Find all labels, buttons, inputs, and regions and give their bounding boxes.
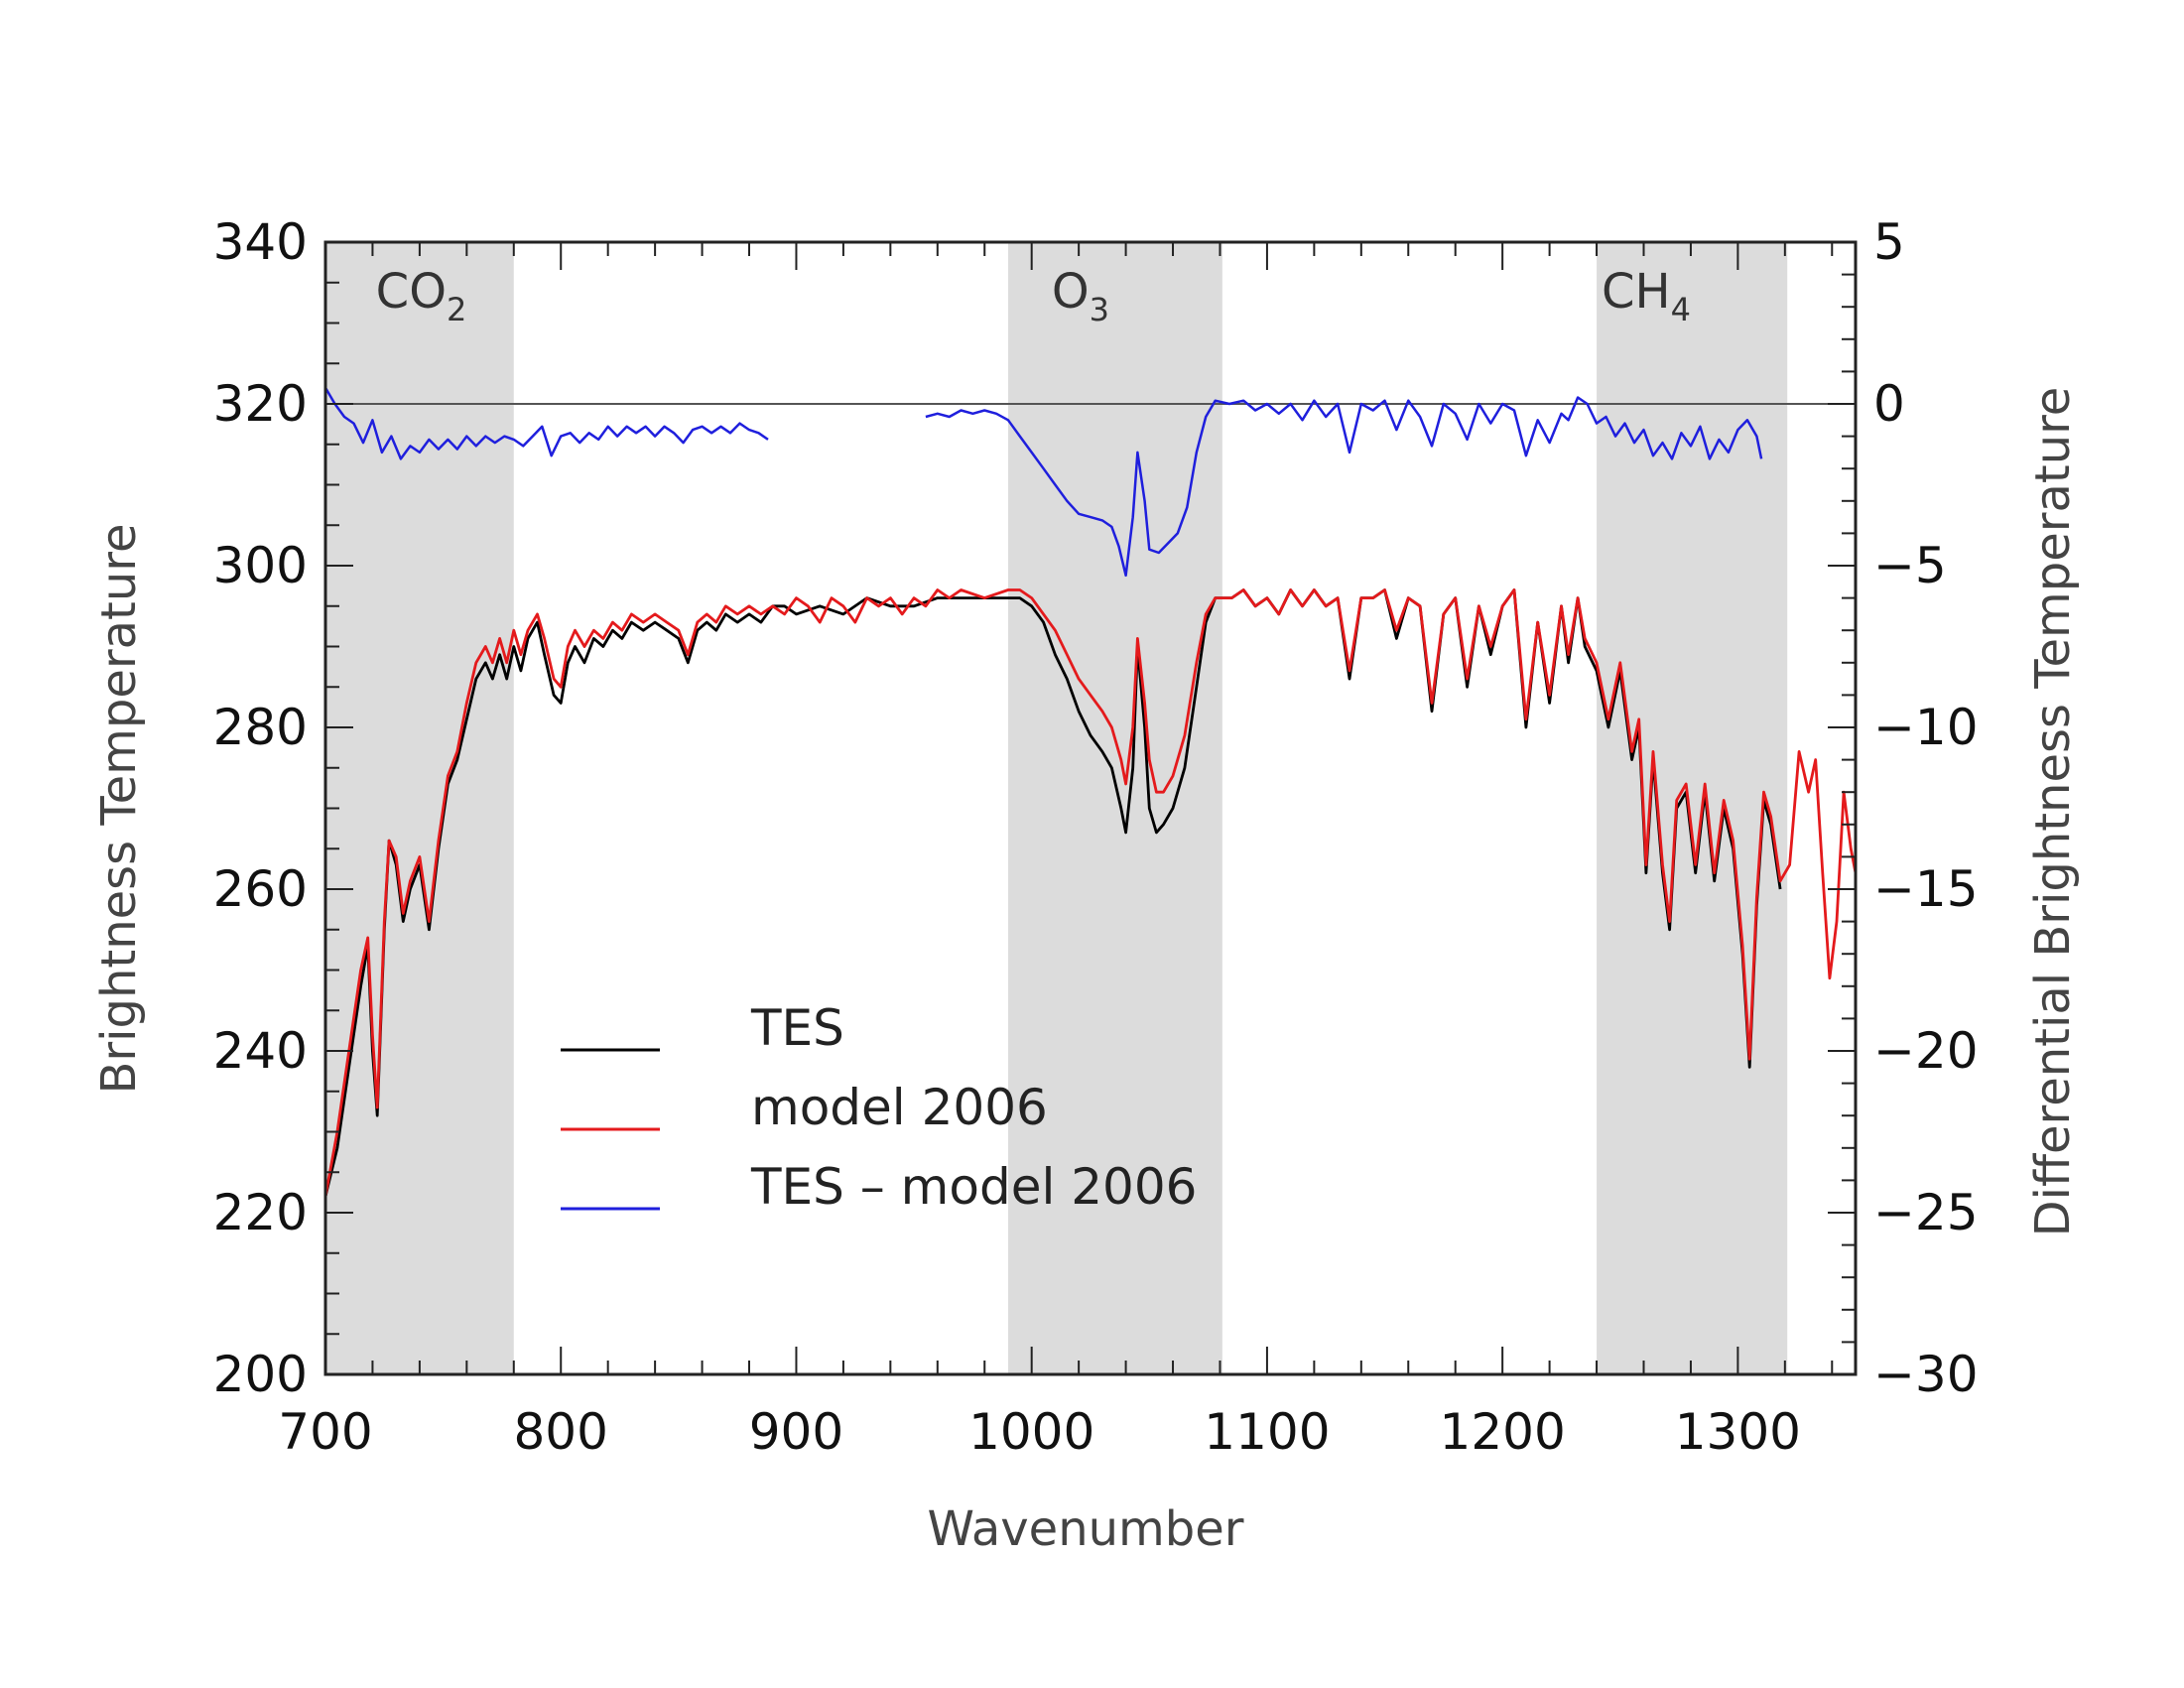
tick-layer xyxy=(324,241,1856,1375)
band-label-base: CH xyxy=(1602,264,1671,320)
band-label-subscript: 3 xyxy=(1090,291,1109,328)
y-tick-label: 280 xyxy=(213,699,308,756)
band-label-base: O xyxy=(1052,264,1090,320)
y2-tick-label: −5 xyxy=(1873,537,1947,594)
x-tick-label: 700 xyxy=(278,1403,372,1461)
series-line-model-2006 xyxy=(323,588,1858,1197)
y-tick-label: 220 xyxy=(213,1184,308,1241)
series-line-tes-model-2006 xyxy=(323,387,1763,578)
x-axis-title: Wavenumber xyxy=(927,1501,1243,1557)
y-tick-label: 260 xyxy=(213,860,308,918)
y2-tick-label: −30 xyxy=(1873,1346,1979,1403)
legend-label-model-2006: model 2006 xyxy=(751,1079,1048,1136)
y2-tick-label: 5 xyxy=(1873,213,1905,271)
legend-label-tes-model-2006: TES – model 2006 xyxy=(750,1158,1198,1216)
band-o-shade xyxy=(1007,242,1222,1374)
y2-tick-label: −20 xyxy=(1873,1022,1979,1080)
y-axis-title: Brightness Temperature xyxy=(91,524,147,1095)
band-label-co: CO2 xyxy=(376,264,467,328)
band-label-base: CO xyxy=(376,264,447,320)
band-ch-shade xyxy=(1597,242,1788,1374)
legend-label-tes: TES xyxy=(750,999,844,1057)
band-label-ch: CH4 xyxy=(1602,264,1691,328)
legend: TES model 2006 TES – model 2006 xyxy=(561,999,1198,1216)
x-tick-label: 1300 xyxy=(1675,1403,1801,1461)
y2-axis-title: Differential Brightness Temperature xyxy=(2025,387,2081,1237)
y2-tick-label: −25 xyxy=(1873,1184,1979,1241)
x-tick-label: 900 xyxy=(749,1403,843,1461)
y-tick-label: 320 xyxy=(213,375,308,433)
band-label-subscript: 2 xyxy=(447,291,466,328)
y-tick-label: 240 xyxy=(213,1022,308,1080)
y2-tick-label: 0 xyxy=(1873,375,1905,433)
y-tick-label: 340 xyxy=(213,213,308,271)
x-tick-label: 1100 xyxy=(1204,1403,1330,1461)
tick-label-layer: 700 800 900 1000 1100 1200 1300200220240260280… xyxy=(213,213,1979,1461)
band-label-o: O3 xyxy=(1052,264,1109,328)
x-tick-label: 1200 xyxy=(1440,1403,1566,1461)
x-tick-label: 800 xyxy=(514,1403,608,1461)
y2-tick-label: −10 xyxy=(1873,699,1979,756)
series-layer xyxy=(323,387,1858,1198)
band-label-layer: CO2 O3 CH4 xyxy=(376,264,1691,328)
band-label-subscript: 4 xyxy=(1671,291,1691,328)
band-co-shade xyxy=(325,242,514,1374)
x-tick-label: 1000 xyxy=(968,1403,1094,1461)
y-tick-label: 200 xyxy=(213,1346,308,1403)
y2-tick-label: −15 xyxy=(1873,860,1979,918)
y-tick-label: 300 xyxy=(213,537,308,594)
